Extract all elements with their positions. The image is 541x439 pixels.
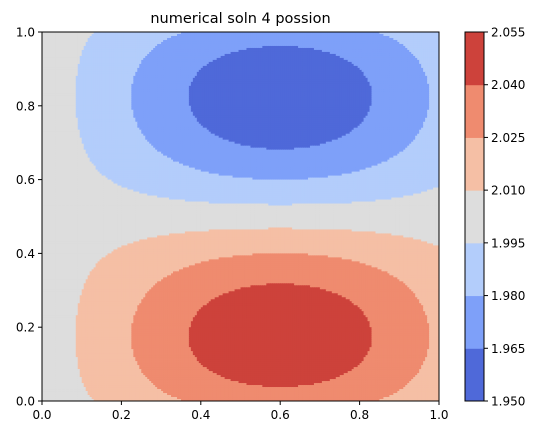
plot-area <box>42 32 440 402</box>
chart-title: numerical soln 4 possion <box>150 11 330 27</box>
